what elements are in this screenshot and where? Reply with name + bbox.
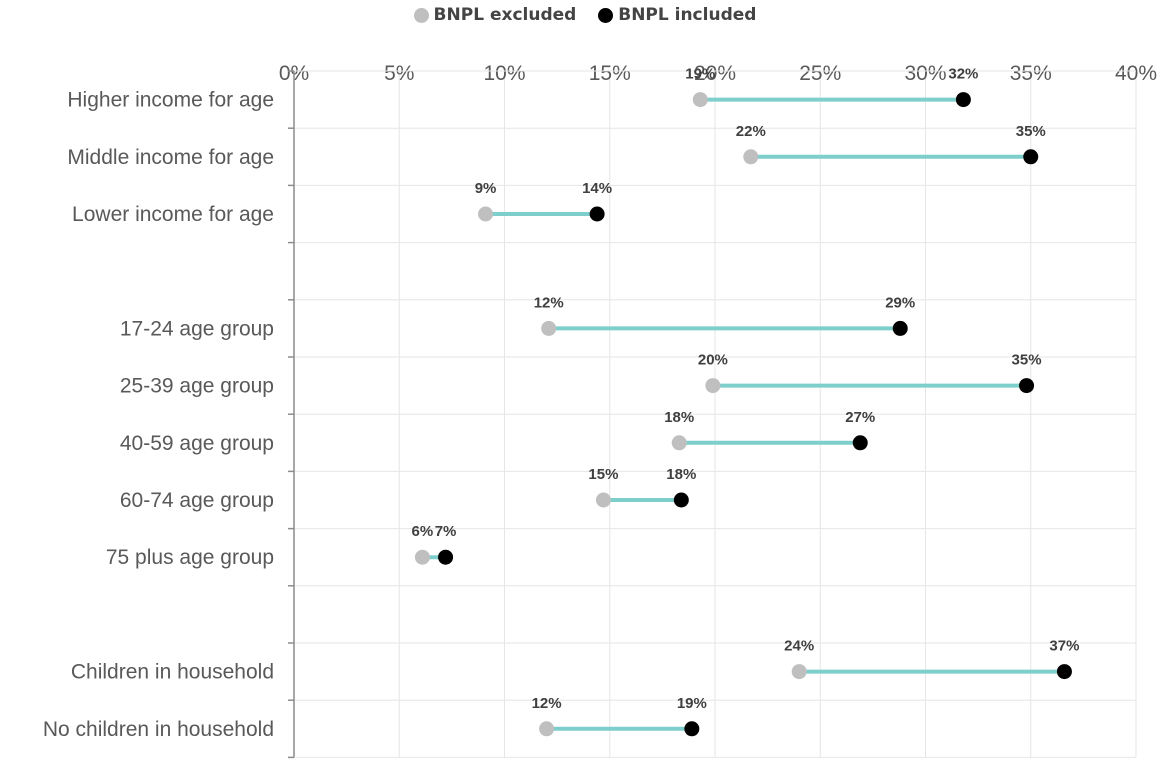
- data-label-bnpl-included: 27%: [845, 409, 875, 426]
- data-label-bnpl-excluded: 6%: [412, 523, 434, 540]
- point-bnpl-excluded: [539, 721, 555, 737]
- data-label-bnpl-excluded: 18%: [664, 409, 694, 426]
- category-label: No children in household: [43, 718, 274, 741]
- point-bnpl-excluded: [478, 206, 494, 222]
- data-label-bnpl-excluded: 24%: [784, 638, 814, 655]
- point-bnpl-included: [892, 320, 908, 336]
- x-tick-label: 35%: [1010, 62, 1052, 85]
- point-bnpl-excluded: [414, 549, 430, 565]
- point-bnpl-included: [438, 549, 454, 565]
- data-label-bnpl-excluded: 9%: [475, 180, 497, 197]
- legend-label-bnpl-included: BNPL included: [618, 5, 757, 25]
- x-tick-label: 15%: [589, 62, 631, 85]
- x-tick-label: 20%: [694, 62, 736, 85]
- point-bnpl-excluded: [692, 92, 708, 108]
- point-bnpl-excluded: [791, 664, 807, 680]
- chart-legend: BNPL excluded BNPL included: [0, 5, 1170, 28]
- point-bnpl-included: [1019, 378, 1035, 394]
- point-bnpl-excluded: [671, 435, 687, 451]
- data-label-bnpl-included: 14%: [582, 180, 612, 197]
- data-label-bnpl-excluded: 12%: [534, 294, 564, 311]
- x-tick-label: 25%: [799, 62, 841, 85]
- point-bnpl-excluded: [705, 378, 721, 394]
- data-label-bnpl-excluded: 12%: [532, 695, 562, 712]
- category-label: 60-74 age group: [120, 489, 274, 512]
- data-label-bnpl-excluded: 20%: [698, 352, 728, 369]
- category-label: 25-39 age group: [120, 375, 274, 398]
- category-label: Higher income for age: [67, 89, 274, 112]
- data-label-bnpl-included: 32%: [948, 66, 978, 83]
- x-tick-label: 40%: [1115, 62, 1157, 85]
- data-label-bnpl-included: 19%: [677, 695, 707, 712]
- data-label-bnpl-excluded: 19%: [685, 66, 715, 83]
- category-label: Middle income for age: [67, 146, 274, 169]
- legend-marker-bnpl-excluded: [413, 7, 429, 23]
- point-bnpl-included: [955, 92, 971, 108]
- category-label: 17-24 age group: [120, 317, 274, 340]
- legend-marker-bnpl-included: [598, 7, 614, 23]
- data-label-bnpl-included: 37%: [1049, 638, 1079, 655]
- point-bnpl-excluded: [595, 492, 611, 508]
- point-bnpl-included: [684, 721, 700, 737]
- data-label-bnpl-included: 29%: [885, 294, 915, 311]
- x-tick-label: 5%: [384, 62, 414, 85]
- point-bnpl-included: [852, 435, 868, 451]
- point-bnpl-excluded: [743, 149, 759, 165]
- data-label-bnpl-included: 18%: [666, 466, 696, 483]
- category-label: Lower income for age: [72, 203, 274, 226]
- data-label-bnpl-excluded: 15%: [588, 466, 618, 483]
- point-bnpl-included: [1023, 149, 1039, 165]
- legend-label-bnpl-excluded: BNPL excluded: [433, 5, 577, 25]
- x-tick-label: 30%: [904, 62, 946, 85]
- category-label: Children in household: [71, 661, 274, 684]
- data-label-bnpl-included: 7%: [435, 523, 457, 540]
- legend-item-bnpl-included: BNPL included: [598, 5, 756, 25]
- x-tick-label: 10%: [483, 62, 525, 85]
- category-label: 75 plus age group: [106, 546, 274, 569]
- data-label-bnpl-included: 35%: [1012, 352, 1042, 369]
- point-bnpl-included: [673, 492, 689, 508]
- data-label-bnpl-excluded: 22%: [736, 123, 766, 140]
- legend-item-bnpl-excluded: BNPL excluded: [413, 5, 577, 25]
- data-label-bnpl-included: 35%: [1016, 123, 1046, 140]
- point-bnpl-excluded: [541, 320, 557, 336]
- point-bnpl-included: [589, 206, 605, 222]
- point-bnpl-included: [1056, 664, 1072, 680]
- category-label: 40-59 age group: [120, 432, 274, 455]
